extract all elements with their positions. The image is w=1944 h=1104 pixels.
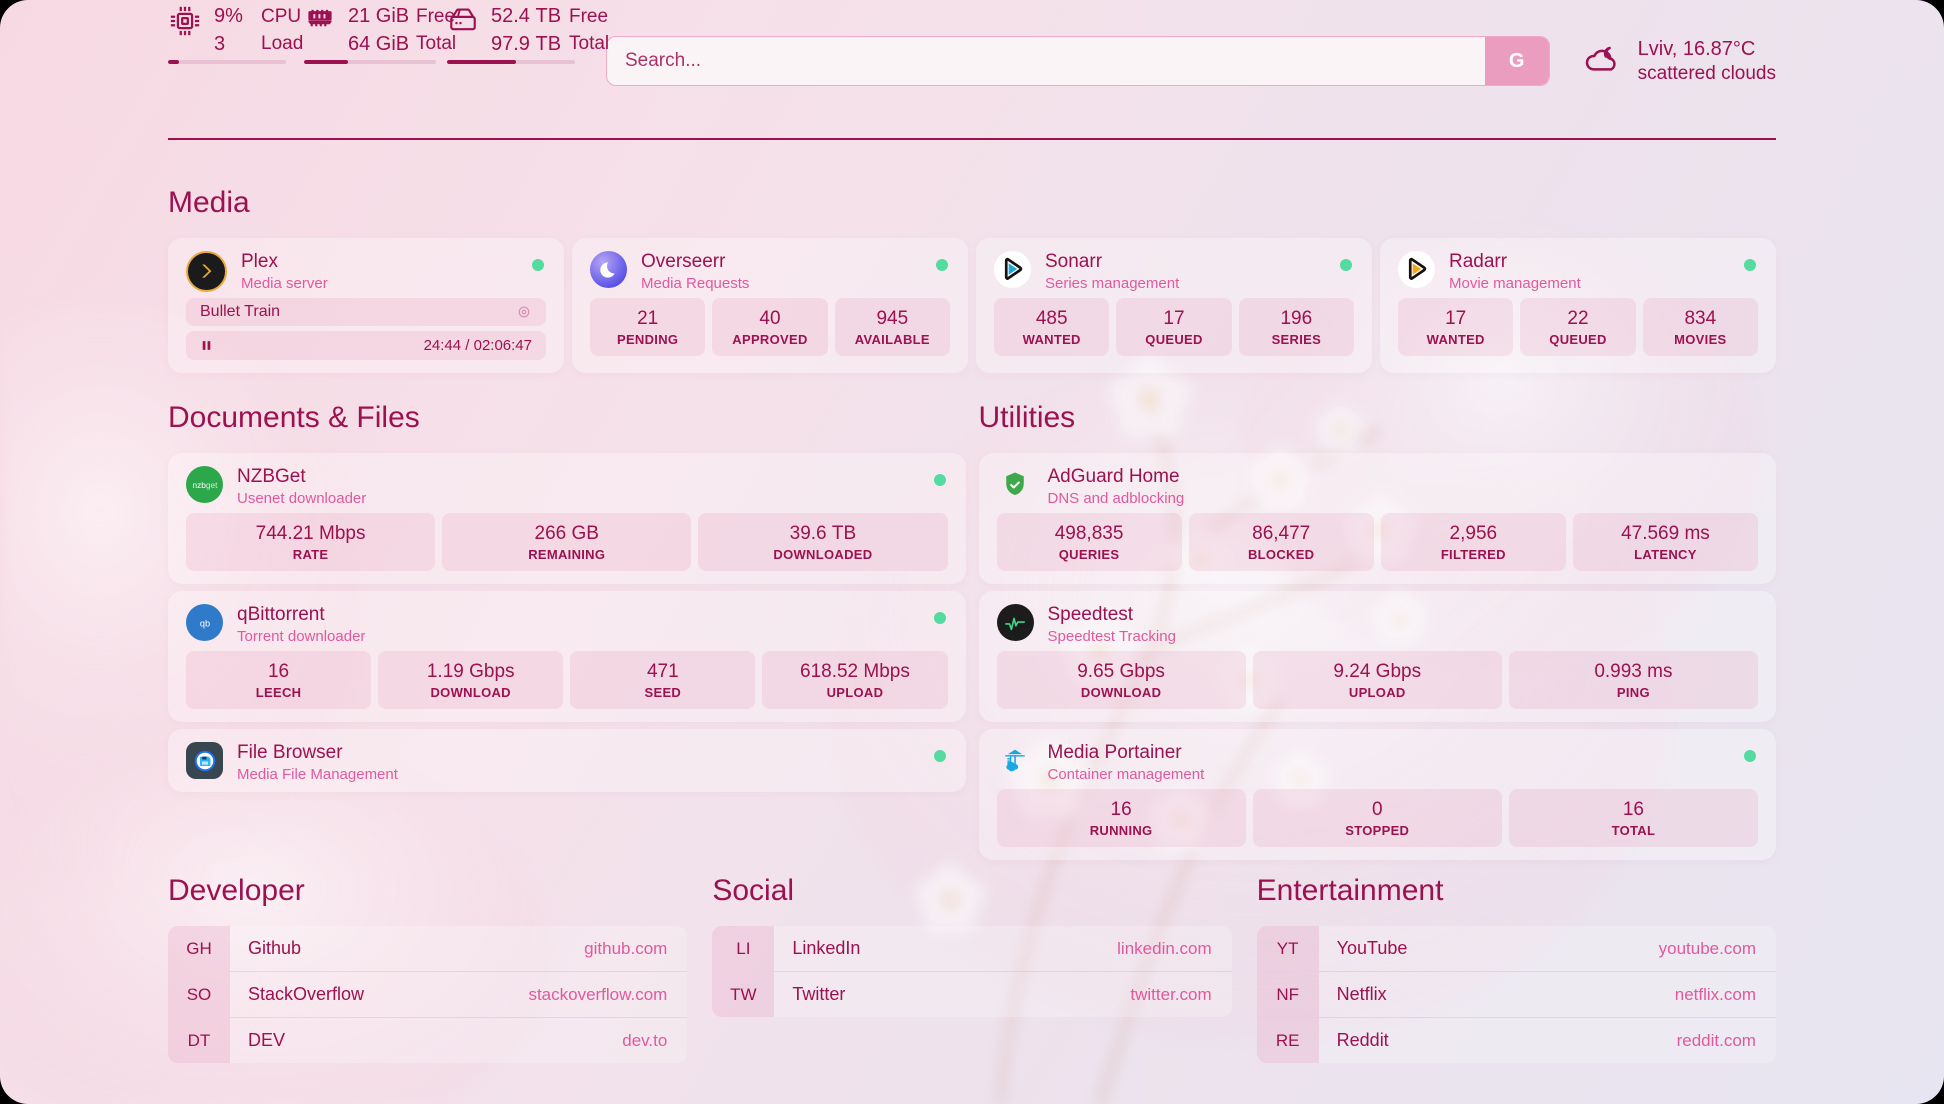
svg-text:nzbget: nzbget <box>192 480 218 490</box>
svg-text:qb: qb <box>199 618 209 628</box>
